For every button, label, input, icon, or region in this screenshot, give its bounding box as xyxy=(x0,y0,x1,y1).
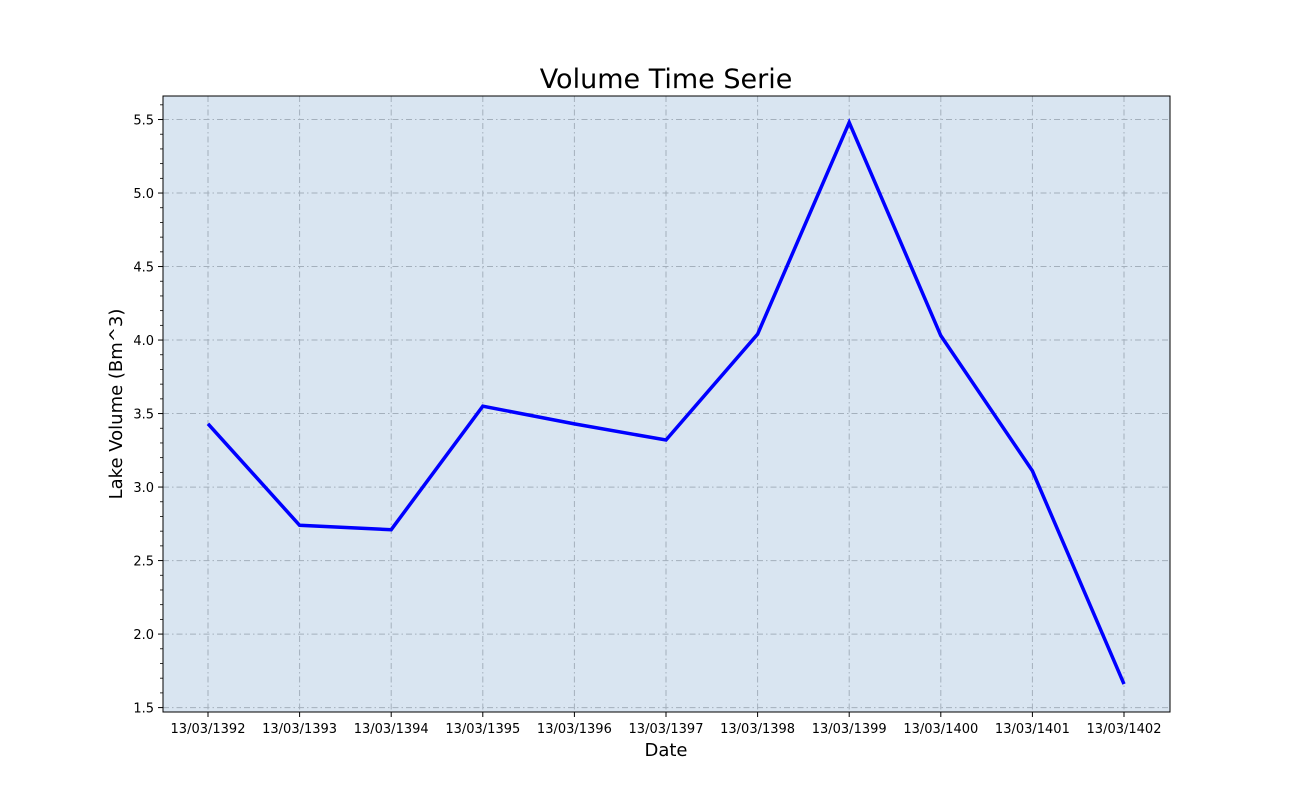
x-tick-label: 13/03/1395 xyxy=(445,722,520,737)
y-tick-label: 2.5 xyxy=(133,555,154,570)
x-tick-label: 13/03/1392 xyxy=(171,722,246,737)
series-line-0 xyxy=(206,118,1126,685)
y-tick-label: 3.0 xyxy=(133,481,154,496)
series-layer xyxy=(206,118,1126,685)
y-tick-label: 4.5 xyxy=(133,261,154,276)
y-axis-label: Lake Volume (Bm^3) xyxy=(106,309,127,500)
x-tick-label: 13/03/1398 xyxy=(720,722,795,737)
x-tick-label: 13/03/1400 xyxy=(903,722,978,737)
x-axis-label: Date xyxy=(644,740,687,761)
plot-area-background xyxy=(163,96,1170,712)
y-tick-label: 5.0 xyxy=(133,187,154,202)
y-tick-label: 4.0 xyxy=(133,334,154,349)
y-tick-label: 1.5 xyxy=(133,702,154,717)
x-tick-label: 13/03/1397 xyxy=(629,722,704,737)
axes: 13/03/1392 13/03/1393 13/03/1394 13/03/1395… xyxy=(133,104,1162,737)
y-tick-label: 2.0 xyxy=(133,628,154,643)
x-tick-label: 13/03/1401 xyxy=(995,722,1070,737)
y-tick-label: 3.5 xyxy=(133,408,154,423)
chart-title: Volume Time Serie xyxy=(540,64,793,95)
y-tick-label: 5.5 xyxy=(133,114,154,129)
x-tick-label: 13/03/1393 xyxy=(262,722,337,737)
x-tick-label: 13/03/1399 xyxy=(812,722,887,737)
x-tick-label: 13/03/1396 xyxy=(537,722,612,737)
grid-lines xyxy=(163,96,1170,712)
x-tick-label: 13/03/1402 xyxy=(1087,722,1162,737)
x-tick-label: 13/03/1394 xyxy=(354,722,429,737)
